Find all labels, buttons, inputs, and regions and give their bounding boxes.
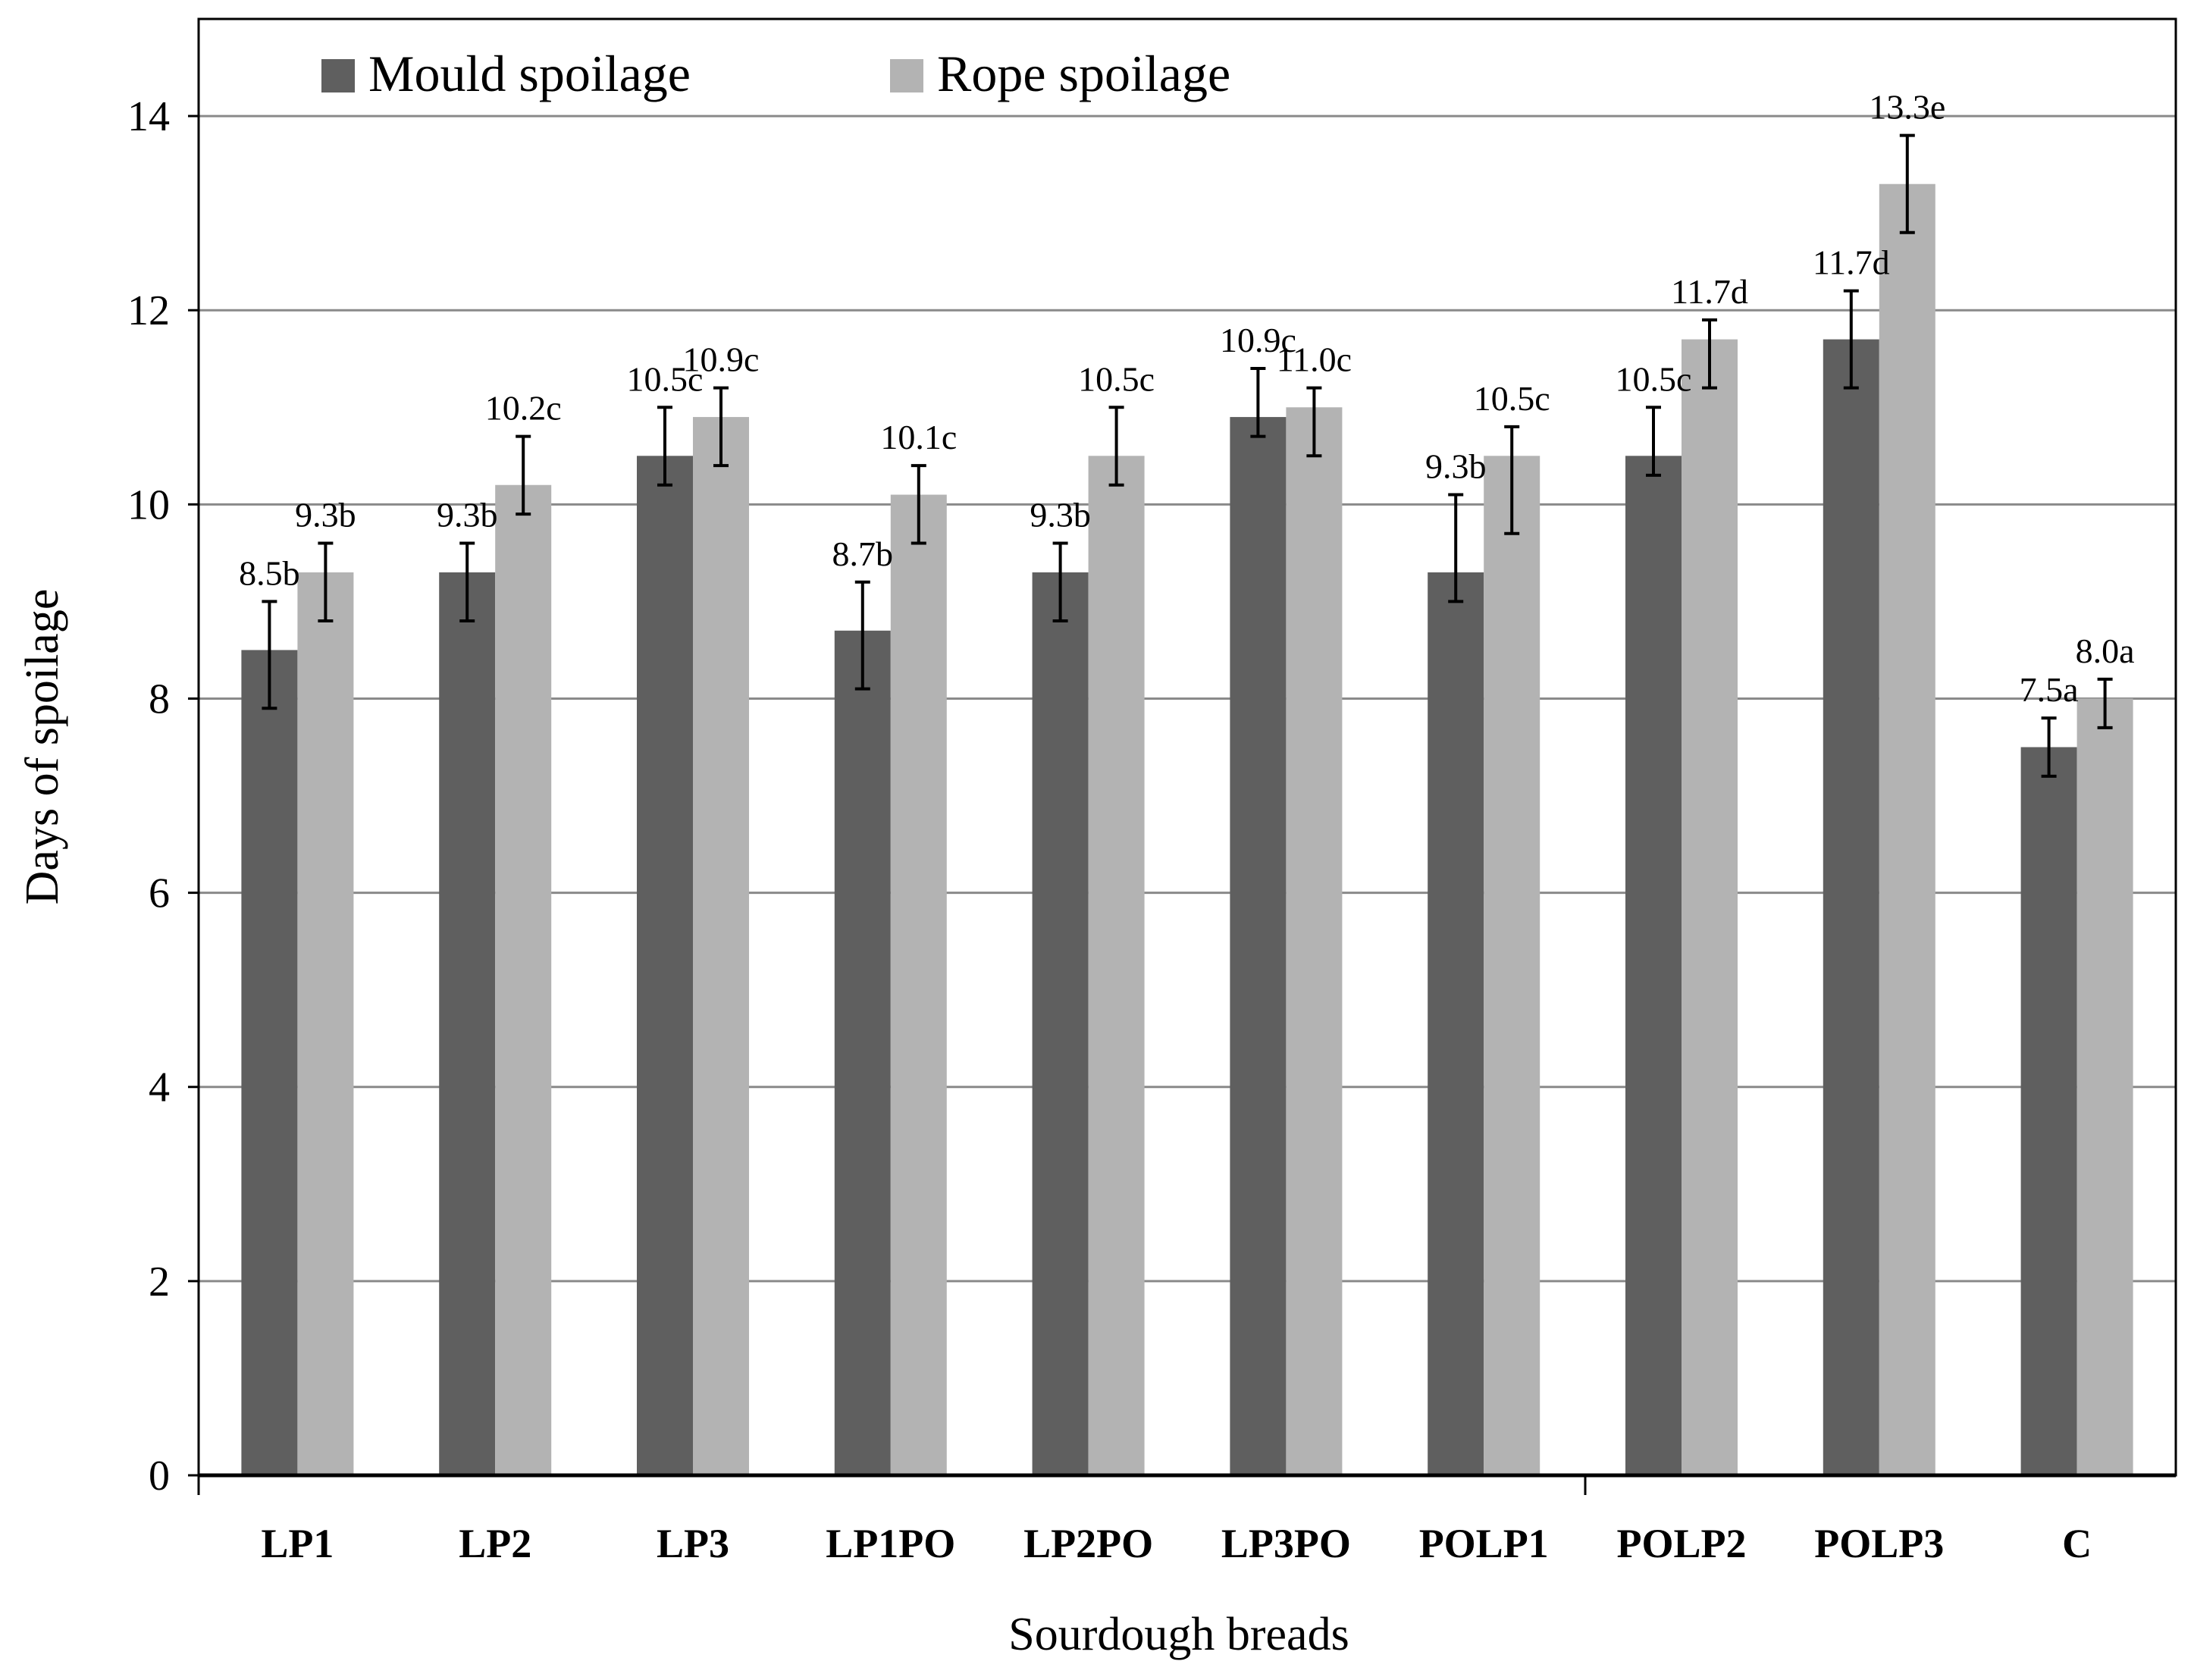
bar — [1484, 456, 1541, 1475]
y-tick-label: 2 — [149, 1258, 170, 1305]
data-label: 10.5c — [1474, 379, 1550, 418]
data-label: 9.3b — [295, 496, 356, 534]
x-tick-label: POLP2 — [1617, 1521, 1747, 1566]
data-label: 10.5c — [627, 359, 704, 398]
data-label: 8.5b — [239, 553, 300, 592]
legend-swatch — [321, 59, 355, 92]
bar — [439, 572, 496, 1475]
bar — [2076, 698, 2133, 1475]
x-axis-title: Sourdough breads — [1008, 1609, 1349, 1660]
data-label: 10.1c — [880, 418, 957, 456]
x-tick-label: LP3PO — [1221, 1521, 1351, 1566]
bars — [241, 183, 2133, 1476]
x-tick-label: POLP3 — [1814, 1521, 1944, 1566]
y-tick-label: 10 — [127, 481, 170, 528]
bar — [2020, 747, 2077, 1475]
data-label: 10.9c — [683, 340, 760, 379]
bar — [241, 650, 298, 1475]
data-label: 9.3b — [1030, 496, 1091, 534]
data-label: 8.0a — [2076, 632, 2135, 670]
bar — [834, 630, 891, 1475]
error-bars — [262, 133, 2113, 778]
bar — [1032, 572, 1089, 1475]
bar — [1286, 407, 1343, 1476]
axes: 0 2 4 6 8 10 12 14 LP1 LP2 LP3 LP1PO LP2PO LP3PO POLP1… — [127, 17, 2177, 1566]
data-label: 11.7d — [1813, 243, 1890, 282]
bar — [1823, 339, 1879, 1475]
x-tick-label: LP1PO — [826, 1521, 955, 1566]
bar — [637, 456, 693, 1475]
bar — [297, 572, 354, 1475]
data-label: 10.5c — [1616, 359, 1692, 398]
legend-label: Mould spoilage — [368, 45, 691, 102]
data-label: 10.2c — [485, 389, 562, 428]
bar — [1428, 572, 1484, 1475]
data-label: 10.9c — [1220, 321, 1296, 359]
bar — [1088, 456, 1145, 1475]
x-tick-label: POLP1 — [1419, 1521, 1549, 1566]
data-label: 7.5a — [2020, 670, 2079, 709]
y-tick-label: 4 — [149, 1064, 170, 1111]
data-label: 9.3b — [437, 496, 498, 534]
bar — [1230, 417, 1287, 1476]
x-tick-label: LP2PO — [1023, 1521, 1153, 1566]
y-tick-label: 12 — [127, 287, 170, 334]
y-tick-label: 6 — [149, 870, 170, 917]
data-label: 11.7d — [1671, 272, 1748, 311]
x-tick-label: LP2 — [459, 1521, 531, 1566]
data-label: 10.5c — [1078, 359, 1155, 398]
y-axis-title: Days of spoilage — [17, 589, 68, 905]
bar — [890, 494, 947, 1476]
bar — [1625, 456, 1682, 1475]
data-label: 8.7b — [832, 534, 894, 573]
x-tick-label: LP3 — [657, 1521, 729, 1566]
bar — [495, 484, 552, 1475]
y-tick-label: 14 — [127, 93, 170, 140]
data-label: 9.3b — [1425, 447, 1487, 486]
x-tick-label: C — [2062, 1521, 2092, 1566]
legend[interactable]: Mould spoilage Rope spoilage — [321, 45, 1230, 102]
bar — [693, 417, 749, 1476]
bar — [1682, 339, 1738, 1475]
data-label: 11.0c — [1277, 340, 1352, 379]
legend-label: Rope spoilage — [937, 45, 1230, 102]
data-labels: 8.5b9.3b 9.3b10.2c10.5c10.9c8.7b10.1c9.3b… — [239, 88, 2134, 709]
legend-swatch — [890, 59, 923, 92]
y-tick-label: 0 — [149, 1453, 170, 1500]
bar — [1879, 183, 1935, 1475]
y-tick-label: 8 — [149, 675, 170, 722]
x-tick-label: LP1 — [261, 1521, 334, 1566]
data-label: 13.3e — [1869, 88, 1945, 127]
